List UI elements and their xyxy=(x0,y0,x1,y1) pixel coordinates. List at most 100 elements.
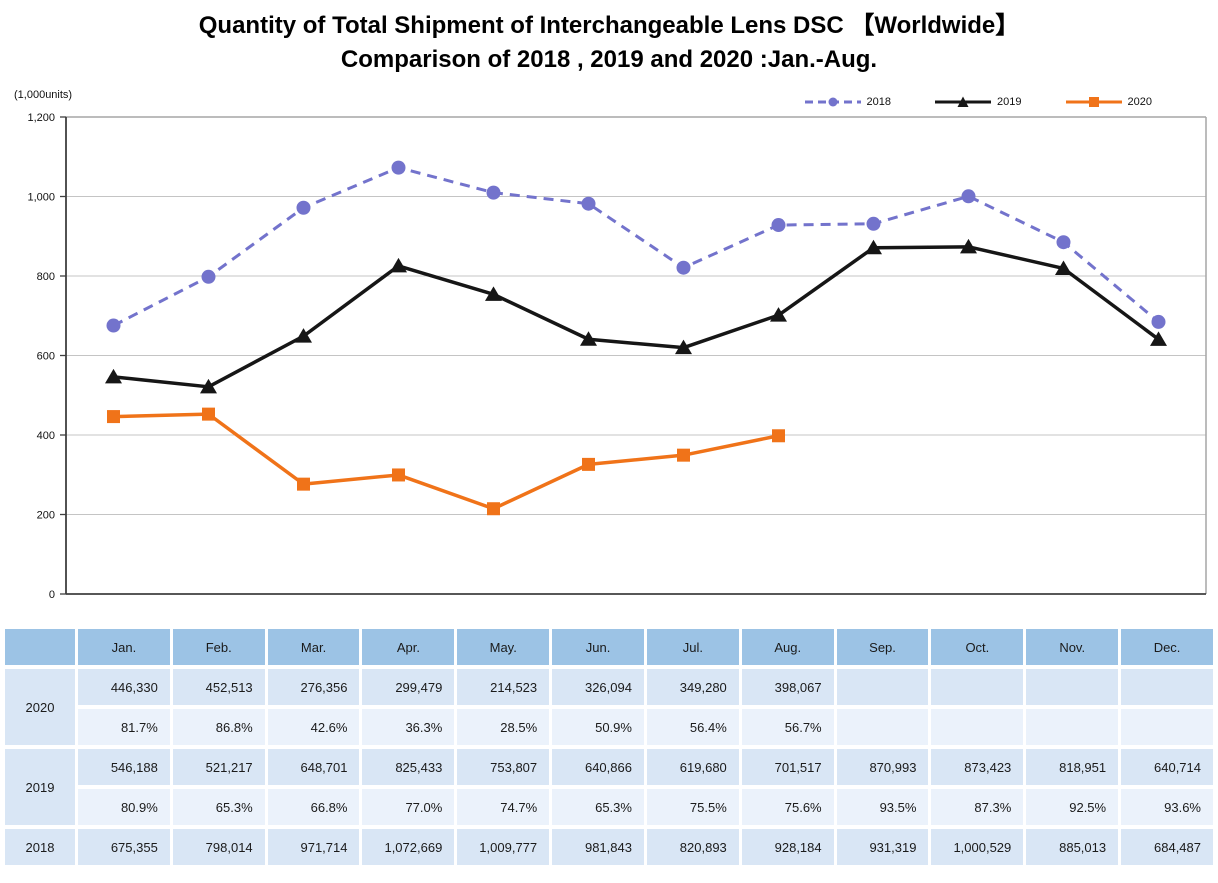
yoy-percent-value: 92.5% xyxy=(1026,789,1119,825)
units-value: 825,433 xyxy=(362,749,455,785)
marker-2019 xyxy=(770,307,787,322)
month-header: Feb. xyxy=(172,629,265,665)
month-header: Jun. xyxy=(552,629,644,665)
legend-circle-marker-icon xyxy=(804,97,861,107)
series-line-2018 xyxy=(112,166,1160,327)
marker-2020 xyxy=(487,502,500,516)
yoy-percent-value: 80.9% xyxy=(78,789,170,825)
marker-2019 xyxy=(1150,331,1167,346)
marker-2020 xyxy=(107,410,120,424)
marker-2019 xyxy=(675,339,692,355)
marker-2018 xyxy=(676,260,691,275)
table-row-yoy-2020: 81.7% 86.8% 42.6% 36.3% 28.5% 50.9% 56.4% 56.7% xyxy=(5,709,1213,745)
units-value: 521,217 xyxy=(172,749,265,785)
yoy-percent-value: 66.8% xyxy=(267,789,360,825)
marker-2019 xyxy=(580,331,597,346)
marker-2020 xyxy=(202,407,215,421)
month-header: Mar. xyxy=(267,629,360,665)
chart-title-line2: Comparison of 2018 , 2019 and 2020 :Jan.… xyxy=(340,46,878,73)
month-header: Aug. xyxy=(741,629,834,665)
legend-label-2019: 2019 xyxy=(997,96,1022,108)
units-value: 619,680 xyxy=(646,749,739,785)
marker-2020 xyxy=(772,429,785,443)
yoy-percent-value xyxy=(836,709,929,745)
yoy-percent-value: 36.3% xyxy=(362,709,455,745)
marker-2019 xyxy=(295,328,312,343)
marker-2019 xyxy=(200,378,217,394)
units-value xyxy=(836,669,929,705)
legend-item-2018: 2018 xyxy=(804,95,892,109)
marker-2018 xyxy=(1056,235,1071,250)
month-header: Jul. xyxy=(646,629,739,665)
yoy-percent-value: 50.9% xyxy=(552,709,644,745)
month-header: Sep. xyxy=(836,629,929,665)
month-header: Oct. xyxy=(931,629,1024,665)
units-value: 818,951 xyxy=(1026,749,1119,785)
units-value: 1,009,777 xyxy=(457,829,550,865)
yoy-percent-value: 81.7% xyxy=(78,709,170,745)
marker-2018 xyxy=(391,160,406,175)
marker-2018 xyxy=(1151,314,1166,329)
month-header: Apr. xyxy=(362,629,455,665)
y-axis-tick-label: 400 xyxy=(37,430,55,442)
month-header: May. xyxy=(457,629,550,665)
y-axis-tick-label: 0 xyxy=(49,589,55,601)
units-value xyxy=(1026,669,1119,705)
marker-2019 xyxy=(105,368,122,384)
y-axis-tick-label: 1,000 xyxy=(27,192,55,204)
shipment-data-table: Jan. Feb. Mar. Apr. May. Jun. Jul. Aug. Sep. Oct.… xyxy=(2,625,1216,869)
units-value: 299,479 xyxy=(362,669,455,705)
yoy-percent-value: 93.5% xyxy=(836,789,929,825)
marker-2018 xyxy=(961,189,976,204)
yoy-percent-value: 65.3% xyxy=(552,789,644,825)
units-value: 971,714 xyxy=(267,829,360,865)
units-value: 546,188 xyxy=(78,749,170,785)
table-row-yoy-2019: 80.9% 65.3% 66.8% 77.0% 74.7% 65.3% 75.5% 75.6%… xyxy=(5,789,1213,825)
units-value xyxy=(931,669,1024,705)
marker-2019 xyxy=(1055,260,1072,275)
yoy-percent-value: 87.3% xyxy=(931,789,1024,825)
data-table-wrap: Jan. Feb. Mar. Apr. May. Jun. Jul. Aug. Sep. Oct.… xyxy=(0,625,1218,869)
month-header: Jan. xyxy=(78,629,170,665)
yoy-percent-value: 86.8% xyxy=(172,709,265,745)
marker-2018 xyxy=(866,216,881,231)
units-value: 928,184 xyxy=(741,829,834,865)
table-corner-cell xyxy=(5,629,75,665)
series-line-2020 xyxy=(113,412,779,511)
month-header: Nov. xyxy=(1026,629,1119,665)
marker-2020 xyxy=(392,468,405,482)
table-row-units-2020: 2020 446,330 452,513 276,356 299,479 214,523 3… xyxy=(5,669,1213,745)
yoy-percent-value: 77.0% xyxy=(362,789,455,825)
table-row-units-2019: 2019 546,188 521,217 648,701 825,433 753,807 6… xyxy=(5,749,1213,825)
yoy-percent-value: 93.6% xyxy=(1121,789,1213,825)
series-line-2019 xyxy=(113,245,1160,389)
units-value: 931,319 xyxy=(836,829,929,865)
chart-title: Quantity of Total Shipment of Interchang… xyxy=(0,0,1218,77)
marker-2018 xyxy=(486,185,501,200)
units-value: 701,517 xyxy=(741,749,834,785)
units-value: 873,423 xyxy=(931,749,1024,785)
marker-2019 xyxy=(960,238,977,254)
year-label: 2018 xyxy=(5,829,75,865)
table-row-units-2018: 2018 675,355 798,014 971,714 1,072,669 1,009,… xyxy=(5,829,1213,865)
legend-triangle-marker-icon xyxy=(935,96,992,107)
yoy-percent-value: 28.5% xyxy=(457,709,550,745)
y-axis-tick-label: 600 xyxy=(37,351,55,363)
units-value: 648,701 xyxy=(267,749,360,785)
units-value: 1,000,529 xyxy=(931,829,1024,865)
legend-label-2018: 2018 xyxy=(866,96,892,108)
month-header: Dec. xyxy=(1121,629,1213,665)
units-value: 326,094 xyxy=(552,669,644,705)
year-label: 2020 xyxy=(5,669,75,745)
yoy-percent-value: 75.6% xyxy=(741,789,834,825)
chart-area: (1,000units) 2018 2019 2020 1,200 1,000 800 6… xyxy=(0,89,1218,625)
legend-item-2020: 2020 xyxy=(1065,95,1152,109)
y-axis-unit-label: (1,000units) xyxy=(14,89,73,101)
y-axis-tick-label: 200 xyxy=(37,510,55,522)
units-value: 1,072,669 xyxy=(362,829,455,865)
y-axis-tick-label: 1,200 xyxy=(27,112,55,124)
year-label: 2019 xyxy=(5,749,75,825)
yoy-percent-value: 75.5% xyxy=(646,789,739,825)
units-value: 870,993 xyxy=(836,749,929,785)
